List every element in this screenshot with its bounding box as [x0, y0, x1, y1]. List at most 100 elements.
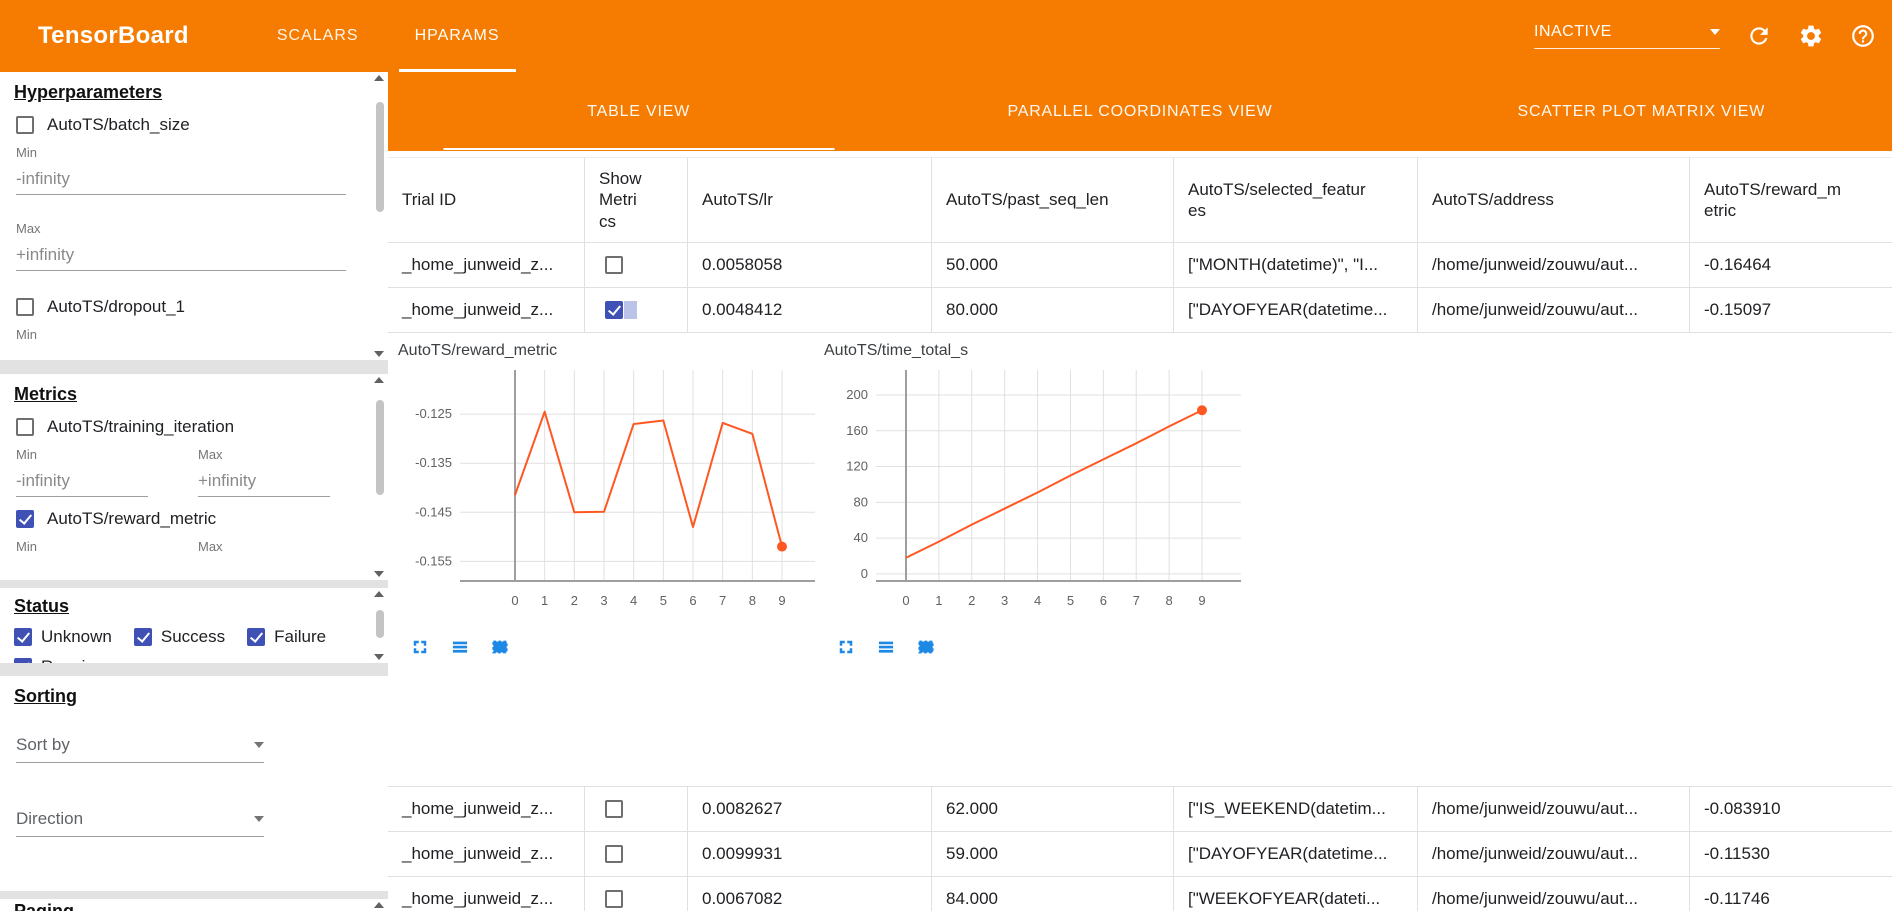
svg-text:1: 1: [935, 593, 942, 608]
show-metrics-checkbox[interactable]: [605, 844, 623, 863]
trial-id-cell: _home_junweid_z...: [388, 786, 585, 832]
unknown-checkbox[interactable]: [14, 628, 32, 646]
status-option-unknown[interactable]: Unknown: [14, 627, 112, 647]
scrollbar-thumb[interactable]: [376, 400, 384, 495]
metrics-heading: Metrics: [14, 384, 78, 404]
status-option-success[interactable]: Success: [133, 627, 225, 647]
checkbox-ripple: [624, 300, 637, 319]
status-options-row: Running: [14, 657, 362, 663]
address-cell: /home/junweid/zouwu/aut...: [1418, 242, 1690, 288]
show-metrics-checkbox[interactable]: [605, 255, 623, 274]
tab-scatter-plot-matrix-view[interactable]: SCATTER PLOT MATRIX VIEW: [1517, 102, 1766, 120]
min-input[interactable]: -infinity: [16, 471, 148, 497]
col-header-show-metrics[interactable]: Show Metrics: [585, 157, 688, 243]
scroll-down-icon[interactable]: [374, 654, 384, 660]
show-metrics-cell: [585, 287, 688, 333]
svg-text:9: 9: [1198, 593, 1205, 608]
min-input[interactable]: -infinity: [16, 169, 346, 195]
col-header-trial-id[interactable]: Trial ID: [388, 157, 585, 243]
max-input[interactable]: [198, 563, 330, 580]
view-data-icon[interactable]: [450, 637, 470, 657]
address-cell: /home/junweid/zouwu/aut...: [1418, 786, 1690, 832]
expand-chart-icon[interactable]: [836, 637, 856, 657]
fit-domain-icon[interactable]: [490, 637, 510, 657]
svg-text:-0.135: -0.135: [415, 455, 452, 470]
scroll-up-icon[interactable]: [374, 591, 384, 597]
panel-scrollbar[interactable]: [373, 75, 385, 357]
col-header-address[interactable]: AutoTS/address: [1418, 157, 1690, 243]
show-metrics-checkbox[interactable]: [605, 799, 623, 818]
training-iteration-range: Min -infinity Max +infinity: [16, 447, 360, 497]
panel-scrollbar[interactable]: [373, 377, 385, 577]
scroll-up-icon[interactable]: [374, 902, 384, 908]
svg-text:8: 8: [1165, 593, 1172, 608]
lr-cell: 0.0048412: [688, 287, 932, 333]
svg-text:-0.145: -0.145: [415, 504, 452, 519]
direction-select[interactable]: Direction: [16, 809, 264, 837]
status-option-failure[interactable]: Failure: [247, 627, 326, 647]
tab-parallel-coordinates-view[interactable]: PARALLEL COORDINATES VIEW: [1007, 102, 1273, 120]
scroll-up-icon[interactable]: [374, 75, 384, 81]
panel-scrollbar[interactable]: [373, 591, 385, 660]
tab-scalars[interactable]: SCALARS: [276, 27, 359, 44]
svg-text:0: 0: [511, 593, 518, 608]
trial-id-cell: _home_junweid_z...: [388, 876, 585, 911]
training-iteration-checkbox[interactable]: [16, 418, 34, 436]
metric-label: AutoTS/reward_metric: [47, 509, 217, 528]
col-header-lr[interactable]: AutoTS/lr: [688, 157, 932, 243]
max-input[interactable]: +infinity: [16, 245, 346, 271]
expand-chart-icon[interactable]: [410, 637, 430, 657]
col-header-selected-features[interactable]: AutoTS/selected_features: [1174, 157, 1418, 243]
run-status-value: INACTIVE: [1534, 23, 1612, 40]
trials-table: Trial ID Show Metrics AutoTS/lr AutoTS/p…: [388, 157, 1892, 911]
scroll-down-icon[interactable]: [374, 351, 384, 357]
scrollbar-thumb[interactable]: [376, 610, 384, 638]
success-checkbox[interactable]: [133, 628, 152, 646]
svg-text:0: 0: [861, 566, 868, 581]
chart-actions: [824, 637, 1244, 657]
view-tabs-bar: TABLE VIEW PARALLEL COORDINATES VIEW SCA…: [388, 72, 1892, 151]
status-option-running[interactable]: Running: [14, 657, 104, 663]
col-header-reward-metric[interactable]: AutoTS/reward_metric: [1690, 157, 1892, 243]
hparam-label: AutoTS/dropout_1: [47, 297, 185, 316]
dropout-1-checkbox[interactable]: [16, 298, 34, 316]
min-label: Min: [16, 539, 37, 554]
sorting-panel: Sorting Sort by Direction: [0, 676, 388, 891]
chart-time-total-s: AutoTS/time_total_s 200 160 120 80 40 0 0 1 2 3 4 5…: [824, 342, 1244, 657]
metric-label: AutoTS/training_iteration: [47, 417, 235, 436]
metric-item-reward-metric[interactable]: AutoTS/reward_metric: [16, 509, 362, 529]
batch-size-checkbox[interactable]: [16, 116, 34, 134]
scroll-up-icon[interactable]: [374, 377, 384, 383]
view-data-icon[interactable]: [876, 637, 896, 657]
scrollbar-thumb[interactable]: [376, 102, 384, 212]
help-icon[interactable]: [1850, 23, 1876, 49]
status-heading: Status: [14, 596, 70, 616]
sort-by-select[interactable]: Sort by: [16, 735, 264, 763]
show-metrics-checkbox[interactable]: [605, 889, 623, 908]
lr-cell: 0.0082627: [688, 786, 932, 832]
run-status-select[interactable]: INACTIVE: [1534, 23, 1720, 49]
running-checkbox[interactable]: [14, 658, 32, 663]
show-metrics-checkbox[interactable]: [605, 300, 623, 319]
metric-item-training-iteration[interactable]: AutoTS/training_iteration: [16, 417, 362, 437]
panel-gap: [0, 663, 388, 676]
tab-hparams[interactable]: HPARAMS: [398, 0, 516, 72]
max-input[interactable]: +infinity: [198, 471, 330, 497]
tab-table-view[interactable]: TABLE VIEW: [388, 72, 889, 151]
settings-gear-icon[interactable]: [1798, 23, 1824, 49]
hparam-item-batch-size[interactable]: AutoTS/batch_size: [16, 115, 362, 135]
col-header-past-seq-len[interactable]: AutoTS/past_seq_len: [932, 157, 1174, 243]
min-input[interactable]: [16, 563, 148, 580]
panel-scrollbar[interactable]: [373, 902, 385, 908]
scroll-down-icon[interactable]: [374, 571, 384, 577]
min-input[interactable]: [16, 351, 346, 360]
refresh-icon[interactable]: [1746, 23, 1772, 49]
metrics-panel: Metrics AutoTS/training_iteration Min -i…: [0, 374, 388, 580]
svg-text:-0.125: -0.125: [415, 406, 452, 421]
batch-size-min-field: Min -infinity: [16, 145, 360, 195]
fit-domain-icon[interactable]: [916, 637, 936, 657]
svg-text:5: 5: [660, 593, 667, 608]
reward-metric-checkbox[interactable]: [16, 510, 34, 528]
failure-checkbox[interactable]: [247, 628, 266, 646]
hparam-item-dropout-1[interactable]: AutoTS/dropout_1: [16, 297, 362, 317]
